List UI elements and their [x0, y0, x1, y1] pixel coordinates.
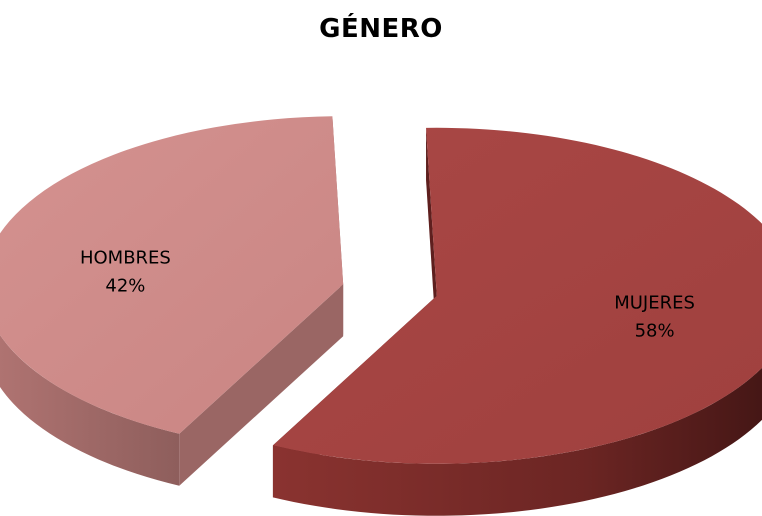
pie-slice-top-hombres — [0, 116, 344, 434]
pie-slice-top-mujeres — [272, 127, 762, 464]
labels-layer: MUJERES 58% HOMBRES 42% — [80, 248, 695, 342]
pie-slice-hombres — [0, 116, 344, 486]
slice-label-mujeres: MUJERES — [614, 292, 695, 313]
slice-value-mujeres: 58% — [635, 320, 675, 341]
pie-slice-wall-hombres — [0, 334, 180, 486]
pie-slice-mujeres — [272, 127, 762, 516]
slice-value-hombres: 42% — [105, 276, 145, 297]
chart-title: GÉNERO — [319, 14, 443, 44]
slice-label-hombres: HOMBRES — [80, 248, 171, 269]
pie-slice-cut-mujeres-0 — [426, 127, 437, 348]
pie-slice-wall-mujeres — [272, 367, 762, 516]
pie-slice-cut-hombres-0 — [179, 284, 344, 486]
slices-layer — [0, 116, 762, 516]
